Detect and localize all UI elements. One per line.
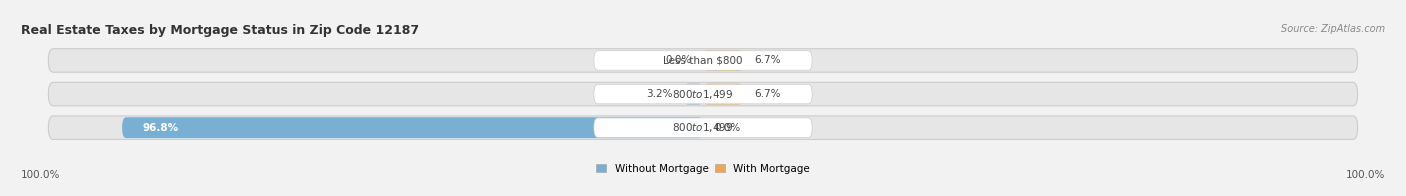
Text: Less than $800: Less than $800 (664, 55, 742, 65)
Text: Real Estate Taxes by Mortgage Status in Zip Code 12187: Real Estate Taxes by Mortgage Status in … (21, 24, 419, 36)
Text: 0.0%: 0.0% (666, 55, 692, 65)
FancyBboxPatch shape (593, 51, 813, 70)
Text: 6.7%: 6.7% (754, 89, 780, 99)
Text: 0.0%: 0.0% (714, 123, 740, 133)
FancyBboxPatch shape (48, 49, 1358, 72)
FancyBboxPatch shape (703, 84, 744, 104)
FancyBboxPatch shape (703, 50, 744, 71)
FancyBboxPatch shape (593, 84, 813, 104)
Text: Source: ZipAtlas.com: Source: ZipAtlas.com (1281, 24, 1385, 34)
Legend: Without Mortgage, With Mortgage: Without Mortgage, With Mortgage (596, 163, 810, 173)
FancyBboxPatch shape (593, 118, 813, 137)
FancyBboxPatch shape (48, 116, 1358, 139)
Text: 100.0%: 100.0% (21, 170, 60, 180)
Text: 100.0%: 100.0% (1346, 170, 1385, 180)
Text: 3.2%: 3.2% (647, 89, 673, 99)
Text: 6.7%: 6.7% (754, 55, 780, 65)
Text: $800 to $1,499: $800 to $1,499 (672, 88, 734, 101)
Text: $800 to $1,499: $800 to $1,499 (672, 121, 734, 134)
FancyBboxPatch shape (683, 84, 703, 104)
FancyBboxPatch shape (48, 82, 1358, 106)
FancyBboxPatch shape (122, 117, 703, 138)
Text: 96.8%: 96.8% (142, 123, 179, 133)
